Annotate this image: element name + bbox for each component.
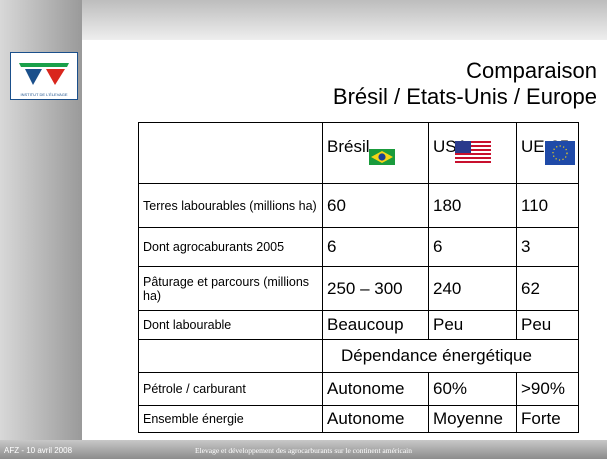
cell: 6 (428, 227, 517, 267)
column-header: USA (428, 122, 517, 184)
flag-eu (545, 141, 575, 165)
subtitle: Brésil / Etats-Unis / Europe (332, 84, 597, 109)
cell: Peu (428, 310, 517, 340)
cell: 110 (516, 183, 579, 228)
column-header: UE-25 (516, 122, 579, 184)
cell: Moyenne (428, 405, 517, 433)
cell: 3 (516, 227, 579, 267)
table-row: Dont agrocaburants 2005 6 6 3 (138, 227, 579, 267)
footer-bar (0, 440, 607, 459)
row-label: Terres labourables (millions ha) (138, 183, 323, 228)
table-row: Pétrole / carburant Autonome 60% >90% (138, 372, 579, 406)
cell: Beaucoup (322, 310, 429, 340)
table-row: Terres labourables (millions ha) 60 180 110 (138, 183, 579, 228)
row-label: Dont labourable (138, 310, 323, 340)
logo: INSTITUT DE L'ÉLEVAGE (10, 52, 78, 100)
cell (138, 122, 323, 184)
row-label: Dont agrocaburants 2005 (138, 227, 323, 267)
flag-usa (455, 141, 491, 163)
cell: 180 (428, 183, 517, 228)
row-label: Pétrole / carburant (138, 372, 323, 406)
cell: >90% (516, 372, 579, 406)
table-row: Dont labourable Beaucoup Peu Peu (138, 310, 579, 340)
column-header: Brésil (322, 122, 429, 184)
top-band (82, 0, 607, 40)
cell: Forte (516, 405, 579, 433)
row-label: Pâturage et parcours (millions ha) (138, 266, 323, 311)
title: Comparaison (466, 58, 597, 83)
cell: Autonome (322, 372, 429, 406)
flag-brazil (369, 149, 395, 165)
section-label: Dépendance énergétique (322, 339, 579, 373)
cell: 62 (516, 266, 579, 311)
cell: 240 (428, 266, 517, 311)
cell: 6 (322, 227, 429, 267)
logo-text: INSTITUT DE L'ÉLEVAGE (20, 92, 68, 97)
cell: 60% (428, 372, 517, 406)
row-label: Ensemble énergie (138, 405, 323, 433)
logo-mark (19, 63, 69, 85)
comparison-table: Brésil USA UE-25 Terres labourables (mil… (138, 122, 579, 433)
table-row: Pâturage et parcours (millions ha) 250 – … (138, 266, 579, 311)
table-row: Ensemble énergie Autonome Moyenne Forte (138, 405, 579, 433)
cell: Peu (516, 310, 579, 340)
cell (138, 339, 323, 373)
footer-left: AFZ - 10 avril 2008 (4, 446, 73, 455)
footer-center: Elevage et développement des agrocarbura… (195, 446, 412, 455)
cell: 60 (322, 183, 429, 228)
cell: Autonome (322, 405, 429, 433)
cell: 250 – 300 (322, 266, 429, 311)
